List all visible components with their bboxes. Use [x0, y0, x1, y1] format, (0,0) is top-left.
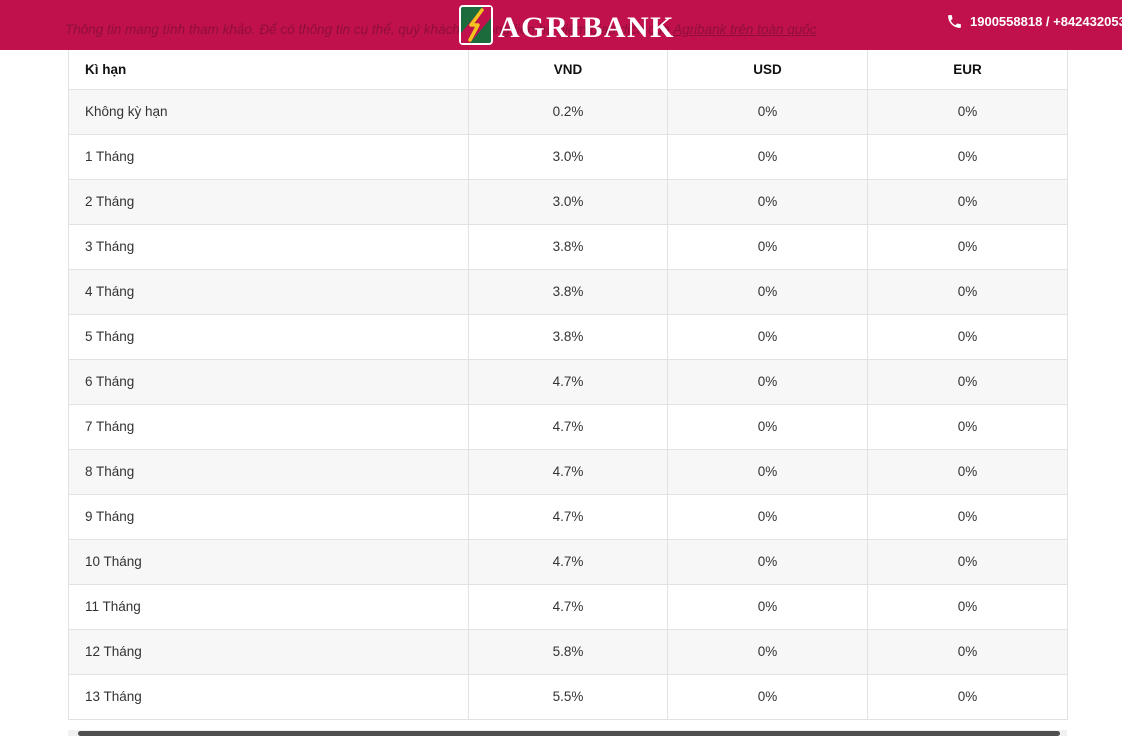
rate-cell: 0% — [867, 358, 1068, 405]
rate-cell: 0% — [667, 268, 868, 315]
column-header-usd: USD — [667, 50, 868, 90]
rate-cell: 4.7% — [468, 583, 668, 630]
table-row: 6 Tháng 4.7% 0% 0% — [68, 358, 1068, 405]
column-header-eur: EUR — [867, 50, 1068, 90]
column-header-vnd: VND — [468, 50, 668, 90]
rate-cell: 0% — [867, 538, 1068, 585]
term-cell: 3 Tháng — [68, 223, 469, 270]
rate-cell: 0% — [667, 403, 868, 450]
rate-cell: 0% — [867, 268, 1068, 315]
table-row: 8 Tháng 4.7% 0% 0% — [68, 448, 1068, 495]
rate-cell: 4.7% — [468, 448, 668, 495]
rates-table-body: Không kỳ hạn 0.2% 0% 0% 1 Tháng 3.0% 0% 0% 2 Thá… — [68, 88, 1068, 720]
horizontal-scrollbar-track — [68, 730, 1067, 736]
term-cell: 10 Tháng — [68, 538, 469, 585]
rate-cell: 4.7% — [468, 403, 668, 450]
brand-name: AGRIBANK — [498, 10, 676, 44]
phone-number: 1900558818 / +842432053205 — [970, 14, 1122, 29]
rate-cell: 0% — [667, 223, 868, 270]
table-row: 10 Tháng 4.7% 0% 0% — [68, 538, 1068, 585]
rates-table: Kì hạn VND USD EUR Không kỳ hạn 0.2% 0% 0% 1… — [68, 50, 1068, 720]
rate-cell: 3.8% — [468, 223, 668, 270]
rate-cell: 0.2% — [468, 88, 668, 135]
term-cell: 2 Tháng — [68, 178, 469, 225]
rate-cell: 3.8% — [468, 313, 668, 360]
rate-cell: 3.0% — [468, 133, 668, 180]
agribank-network-link[interactable]: Agribank trên toàn quốc — [673, 22, 817, 37]
term-cell: 13 Tháng — [68, 673, 469, 720]
table-row: 7 Tháng 4.7% 0% 0% — [68, 403, 1068, 450]
term-cell: Không kỳ hạn — [68, 88, 469, 135]
disclaimer-text: Thông tin mang tính tham khảo. Để có thô… — [65, 22, 817, 37]
table-row: Không kỳ hạn 0.2% 0% 0% — [68, 88, 1068, 135]
rate-cell: 3.8% — [468, 268, 668, 315]
table-row: 3 Tháng 3.8% 0% 0% — [68, 223, 1068, 270]
table-row: 13 Tháng 5.5% 0% 0% — [68, 673, 1068, 720]
agribank-logo-icon — [459, 5, 493, 50]
table-row: 5 Tháng 3.8% 0% 0% — [68, 313, 1068, 360]
disclaimer-prefix: Thông tin mang tính tham khảo. Để có thô… — [65, 22, 674, 37]
table-row: 9 Tháng 4.7% 0% 0% — [68, 493, 1068, 540]
phone-link[interactable]: 1900558818 / +842432053205 — [946, 13, 1122, 30]
term-cell: 7 Tháng — [68, 403, 469, 450]
rate-cell: 0% — [867, 313, 1068, 360]
table-row: 4 Tháng 3.8% 0% 0% — [68, 268, 1068, 315]
rate-cell: 0% — [667, 583, 868, 630]
rate-cell: 0% — [667, 178, 868, 225]
term-cell: 6 Tháng — [68, 358, 469, 405]
rate-cell: 0% — [667, 448, 868, 495]
rate-cell: 0% — [667, 493, 868, 540]
rate-cell: 0% — [667, 628, 868, 675]
table-row: 12 Tháng 5.8% 0% 0% — [68, 628, 1068, 675]
term-cell: 4 Tháng — [68, 268, 469, 315]
rate-cell: 0% — [667, 88, 868, 135]
rate-cell: 0% — [867, 628, 1068, 675]
rate-cell: 0% — [667, 358, 868, 405]
table-header-row: Kì hạn VND USD EUR — [68, 50, 1068, 90]
rate-cell: 0% — [867, 583, 1068, 630]
rates-table-container: Kì hạn VND USD EUR Không kỳ hạn 0.2% 0% 0% 1… — [68, 50, 1068, 720]
rate-cell: 0% — [867, 493, 1068, 540]
term-cell: 8 Tháng — [68, 448, 469, 495]
rate-cell: 4.7% — [468, 538, 668, 585]
agribank-logo[interactable]: AGRIBANK — [459, 5, 675, 50]
top-bar: Thông tin mang tính tham khảo. Để có thô… — [0, 0, 1122, 50]
rate-cell: 0% — [667, 673, 868, 720]
horizontal-scrollbar-thumb[interactable] — [78, 731, 1060, 736]
rate-cell: 0% — [867, 88, 1068, 135]
rate-cell: 0% — [867, 673, 1068, 720]
term-cell: 11 Tháng — [68, 583, 469, 630]
rate-cell: 0% — [667, 313, 868, 360]
table-row: 11 Tháng 4.7% 0% 0% — [68, 583, 1068, 630]
rate-cell: 3.0% — [468, 178, 668, 225]
term-cell: 9 Tháng — [68, 493, 469, 540]
table-row: 2 Tháng 3.0% 0% 0% — [68, 178, 1068, 225]
term-cell: 12 Tháng — [68, 628, 469, 675]
term-cell: 5 Tháng — [68, 313, 469, 360]
rate-cell: 0% — [867, 178, 1068, 225]
rate-cell: 4.7% — [468, 493, 668, 540]
rate-cell: 0% — [867, 133, 1068, 180]
rate-cell: 0% — [867, 448, 1068, 495]
column-header-term: Kì hạn — [68, 50, 469, 90]
rate-cell: 0% — [867, 223, 1068, 270]
phone-icon — [946, 13, 970, 30]
term-cell: 1 Tháng — [68, 133, 469, 180]
rate-cell: 0% — [667, 133, 868, 180]
table-row: 1 Tháng 3.0% 0% 0% — [68, 133, 1068, 180]
rate-cell: 5.5% — [468, 673, 668, 720]
rate-cell: 4.7% — [468, 358, 668, 405]
rate-cell: 5.8% — [468, 628, 668, 675]
rate-cell: 0% — [667, 538, 868, 585]
rate-cell: 0% — [867, 403, 1068, 450]
